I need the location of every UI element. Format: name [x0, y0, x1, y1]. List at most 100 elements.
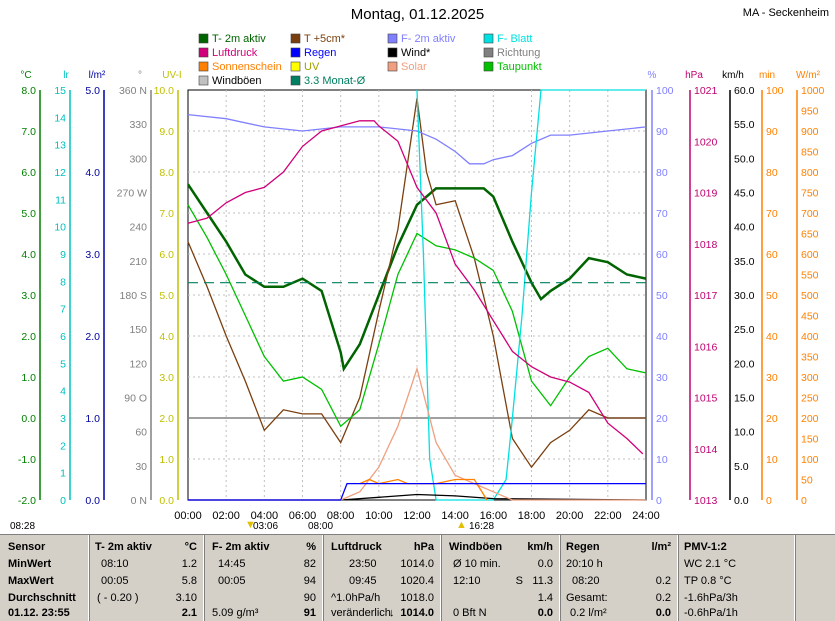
legend-label: Wind* [401, 47, 431, 59]
legend-swatch [387, 33, 398, 44]
sunset-icon: ▲ [456, 519, 467, 531]
legend-swatch [198, 75, 209, 86]
pmv-pressure-3h: -1.6hPa/3h [684, 592, 738, 604]
stats-row-avg: Durchschnitt [8, 592, 76, 604]
left-axis-tick: 8.0 [159, 167, 174, 179]
gusts-unit: km/h [527, 541, 553, 553]
right-axis-tick: 30.0 [734, 290, 755, 302]
right-axis-tick: 400 [801, 331, 819, 343]
right-axis-tick: 1013 [694, 495, 718, 507]
pressure-unit: hPa [413, 541, 434, 553]
right-axis-tick: 900 [801, 126, 819, 138]
statistics-panel: Sensor MinWert MaxWert Durchschnitt 01.1… [0, 534, 835, 621]
left-axis-tick: 14 [54, 112, 66, 124]
x-tick-label: 00:00 [174, 510, 202, 522]
left-axis-tick: 0.0 [21, 413, 36, 425]
left-axis-unit: lr [63, 70, 69, 81]
rain-unit: l/m² [651, 541, 671, 553]
left-axis-tick: 6.0 [21, 167, 36, 179]
left-axis-tick: 1.0 [85, 413, 100, 425]
gusts-current: 0.0 [537, 607, 553, 619]
left-axis-tick: 3.0 [159, 372, 174, 384]
legend-swatch [290, 47, 301, 58]
right-axis-tick: 60 [656, 249, 668, 261]
f2m-header: F- 2m aktiv [212, 541, 270, 553]
series-line-f-2m-aktiv [187, 113, 647, 165]
left-axis-tick: 150 [129, 324, 147, 336]
left-axis-tick: 2 [60, 440, 66, 452]
f2m-avg-value: 90 [303, 592, 316, 604]
right-axis-tick: 1014 [694, 444, 718, 456]
stats-sensor-column: Sensor MinWert MaxWert Durchschnitt 01.1… [0, 535, 89, 621]
right-axis-tick: 1019 [694, 188, 718, 200]
gusts-max-time: 12:10 [453, 575, 481, 587]
rain-rate: 0.2 l/m² [570, 607, 607, 619]
left-axis-tick: 5 [60, 358, 66, 370]
right-axis-tick: 80 [656, 167, 668, 179]
right-axis-tick: 300 [801, 372, 819, 384]
right-axis-tick: 60.0 [734, 85, 755, 97]
right-axis-tick: 0 [656, 495, 662, 507]
right-axis-tick: 40 [766, 331, 778, 343]
legend-label: 3.3 Monat-Ø [304, 75, 366, 87]
right-axis-unit: min [759, 70, 775, 81]
right-axis-tick: 5.0 [734, 461, 749, 473]
pmv-header: PMV-1:2 [684, 541, 727, 553]
stats-pressure-column: Luftdruck hPa 23:50 1014.0 09:45 1020.4 … [323, 535, 441, 621]
left-axis-tick: 4.0 [21, 249, 36, 261]
right-axis-tick: 10 [656, 454, 668, 466]
right-axis-tick: 0 [766, 495, 772, 507]
pressure-header: Luftdruck [331, 541, 382, 553]
right-axis-tick: 450 [801, 311, 819, 323]
left-axis-tick: 6.0 [159, 249, 174, 261]
gusts-header: Windböen [449, 541, 503, 553]
left-axis-tick: 8.0 [21, 85, 36, 97]
left-axis-tick: 2.0 [159, 413, 174, 425]
left-axis-tick: 1 [60, 468, 66, 480]
legend-swatch [483, 47, 494, 58]
weather-chart: 00:00 02:00 04:00 06:00 08:00 10:00 12:00 14:00… [10, 33, 825, 532]
legend-swatch [290, 33, 301, 44]
legend-swatch [198, 61, 209, 72]
right-axis-tick: 10 [766, 454, 778, 466]
left-axis-tick: 0 N [131, 495, 147, 507]
left-axis-tick: 10.0 [154, 85, 175, 97]
left-axis-tick: 4 [60, 386, 66, 398]
legend-label: Taupunkt [497, 61, 542, 73]
right-axis-unit: hPa [685, 70, 703, 81]
pmv-dewpoint: TP 0.8 °C [684, 575, 732, 587]
left-axis-unit: °C [20, 70, 31, 81]
x-tick-label: 20:00 [556, 510, 584, 522]
left-axis-tick: 5.0 [159, 290, 174, 302]
f2m-min-value: 82 [303, 558, 316, 570]
right-axis-tick: 30 [766, 372, 778, 384]
left-axis-tick: 9 [60, 249, 66, 261]
chart-title: Montag, 01.12.2025 [350, 6, 485, 23]
right-axis-tick: 50 [656, 290, 668, 302]
stats-pmv-column: PMV-1:2 WC 2.1 °C TP 0.8 °C -1.6hPa/3h -… [678, 535, 795, 621]
right-axis-tick: 10.0 [734, 427, 755, 439]
x-tick-label: 06:00 [289, 510, 317, 522]
rain-current: 0.0 [655, 607, 671, 619]
t2m-current: 2.1 [181, 607, 197, 619]
left-axis-tick: 180 S [120, 290, 147, 302]
pressure-max-time: 09:45 [349, 575, 377, 587]
legend-label: Sonnenschein [212, 61, 282, 73]
event-time-label: 16:28 [469, 521, 494, 532]
right-axis-tick: 15.0 [734, 393, 755, 405]
left-axis-tick: 15 [54, 85, 66, 97]
stats-f2m-column: F- 2m aktiv % 14:45 82 00:05 94 90 5.09 … [204, 535, 323, 621]
left-axis-tick: 12 [54, 167, 66, 179]
x-tick-label: 10:00 [365, 510, 393, 522]
left-axis-tick: 0 [60, 495, 66, 507]
right-axis-tick: 1021 [694, 85, 718, 97]
right-axis-tick: 1018 [694, 239, 718, 251]
x-tick-label: 16:00 [480, 510, 508, 522]
right-axis-tick: 1017 [694, 290, 718, 302]
right-axis-tick: 30 [656, 372, 668, 384]
left-axis-tick: 120 [129, 358, 147, 370]
t2m-avg-value: 3.10 [175, 592, 197, 604]
left-axis-tick: 3.0 [85, 249, 100, 261]
left-axis-tick: 0.0 [85, 495, 100, 507]
f2m-min-time: 14:45 [218, 558, 246, 570]
